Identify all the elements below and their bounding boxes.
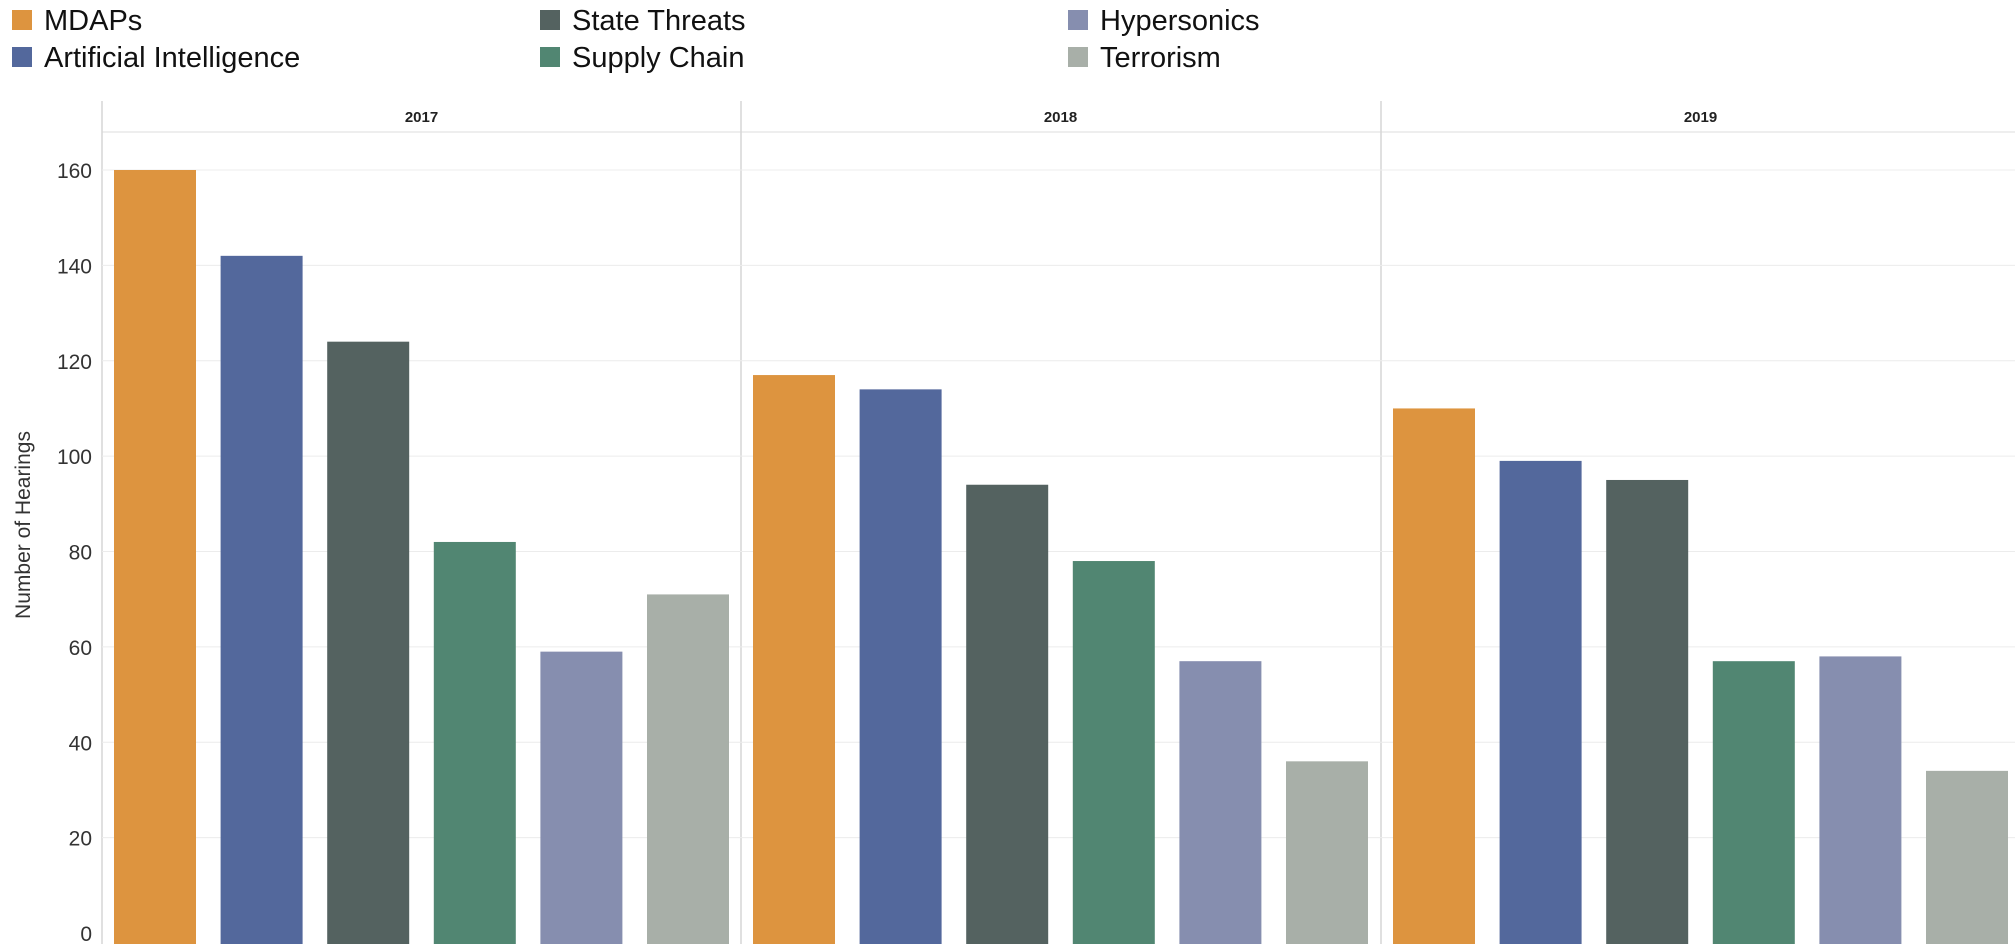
facet-panel-2019: [1393, 408, 2008, 944]
y-axis: Number of Hearings 0 20 40 60 80 100 120 140 160: [12, 160, 92, 944]
y-tick-label: 80: [69, 542, 92, 565]
bar: [540, 651, 623, 944]
legend-item: Terrorism: [1068, 42, 1221, 74]
bar: [1179, 661, 1262, 944]
y-tick-label: 40: [69, 732, 92, 755]
y-tick-label: 20: [69, 828, 92, 851]
facet-panel-2018: [753, 375, 1368, 944]
legend-swatch: [1068, 10, 1088, 30]
bar: [220, 255, 303, 944]
facet-label: 2018: [1044, 109, 1077, 126]
legend: MDAPs Artificial Intelligence State Threat…: [12, 5, 1260, 74]
bar: [647, 594, 729, 944]
bar: [966, 484, 1049, 944]
legend-item: Hypersonics: [1068, 5, 1260, 37]
legend-label: Terrorism: [1100, 42, 1221, 74]
legend-label: State Threats: [572, 5, 746, 37]
bar: [1819, 656, 1902, 944]
legend-item: Supply Chain: [540, 42, 745, 74]
bar: [1606, 479, 1689, 944]
legend-label: Artificial Intelligence: [44, 42, 300, 74]
bar: [1926, 770, 2008, 944]
legend-item: State Threats: [540, 5, 746, 37]
gridlines: [102, 169, 2015, 839]
legend-swatch: [540, 47, 560, 67]
bar: [327, 341, 410, 944]
y-tick-label: 100: [57, 446, 92, 469]
legend-label: Hypersonics: [1100, 5, 1260, 37]
bar: [114, 170, 196, 944]
bar: [753, 375, 835, 944]
bar: [1072, 561, 1155, 944]
facet-label: 2017: [405, 109, 438, 126]
bar: [859, 389, 942, 944]
y-tick-label: 120: [57, 351, 92, 374]
legend-swatch: [1068, 47, 1088, 67]
y-tick-label: 60: [69, 637, 92, 660]
legend-swatch: [12, 10, 32, 30]
y-tick-label: 0: [80, 923, 92, 944]
facet-headers: 2017 2018 2019: [101, 101, 2015, 944]
bar: [1499, 460, 1582, 944]
legend-label: Supply Chain: [572, 42, 745, 74]
facet-label: 2019: [1684, 109, 1717, 126]
facet-panel-2017: [114, 170, 729, 944]
y-tick-label: 140: [57, 255, 92, 278]
y-axis-title: Number of Hearings: [12, 431, 35, 619]
legend-swatch: [540, 10, 560, 30]
legend-swatch: [12, 47, 32, 67]
bar: [433, 541, 516, 944]
legend-item: MDAPs: [12, 5, 142, 37]
bar: [1393, 408, 1475, 944]
bar: [1712, 661, 1795, 944]
legend-item: Artificial Intelligence: [12, 42, 300, 74]
y-tick-label: 160: [57, 160, 92, 183]
legend-label: MDAPs: [44, 5, 142, 37]
bars: [114, 170, 2008, 944]
bar: [1286, 761, 1368, 944]
